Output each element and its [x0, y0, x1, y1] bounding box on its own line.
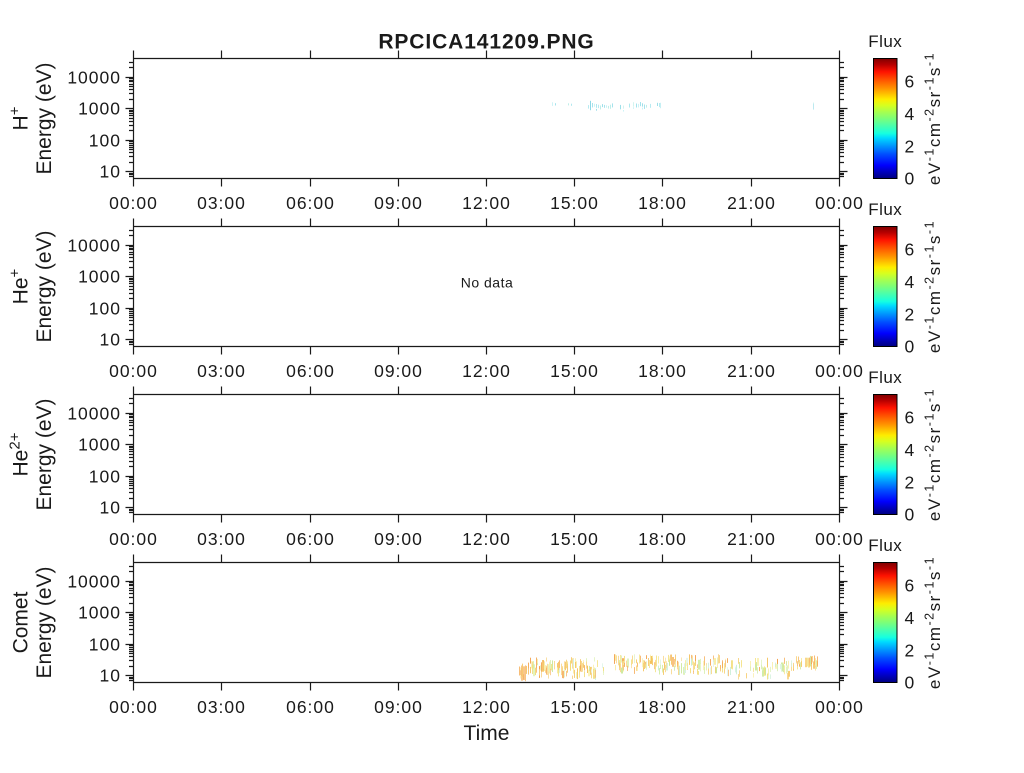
svg-text:18:00: 18:00: [638, 193, 687, 213]
svg-text:10: 10: [100, 498, 121, 518]
svg-text:09:00: 09:00: [374, 361, 423, 381]
svg-text:10: 10: [100, 162, 121, 182]
svg-text:00:00: 00:00: [109, 193, 158, 213]
svg-text:1000: 1000: [78, 267, 121, 287]
svg-text:Energy (eV): Energy (eV): [33, 566, 56, 678]
svg-text:6: 6: [905, 576, 915, 596]
svg-text:0: 0: [905, 169, 915, 189]
svg-text:12:00: 12:00: [462, 697, 511, 717]
svg-text:Flux: Flux: [868, 200, 902, 219]
svg-text:6: 6: [905, 72, 915, 92]
svg-text:12:00: 12:00: [462, 193, 511, 213]
svg-text:09:00: 09:00: [374, 697, 423, 717]
svg-text:21:00: 21:00: [727, 361, 776, 381]
svg-text:He2+: He2+: [7, 432, 33, 476]
svg-text:10000: 10000: [67, 572, 121, 592]
svg-text:1000: 1000: [78, 603, 121, 623]
svg-text:09:00: 09:00: [374, 193, 423, 213]
svg-text:00:00: 00:00: [109, 697, 158, 717]
svg-text:06:00: 06:00: [286, 529, 335, 549]
svg-text:18:00: 18:00: [638, 361, 687, 381]
svg-text:1000: 1000: [78, 99, 121, 119]
svg-text:6: 6: [905, 240, 915, 260]
svg-text:4: 4: [905, 272, 915, 292]
svg-text:Time: Time: [464, 722, 510, 745]
svg-text:03:00: 03:00: [197, 193, 246, 213]
svg-text:4: 4: [905, 104, 915, 124]
svg-text:18:00: 18:00: [638, 697, 687, 717]
svg-text:0: 0: [905, 505, 915, 525]
svg-text:0: 0: [905, 673, 915, 693]
svg-text:15:00: 15:00: [550, 193, 599, 213]
svg-text:100: 100: [89, 131, 121, 151]
svg-text:10: 10: [100, 330, 121, 350]
svg-text:03:00: 03:00: [197, 529, 246, 549]
svg-text:15:00: 15:00: [550, 361, 599, 381]
svg-text:1000: 1000: [78, 435, 121, 455]
svg-text:12:00: 12:00: [462, 529, 511, 549]
svg-text:Energy (eV): Energy (eV): [33, 398, 56, 510]
svg-text:03:00: 03:00: [197, 697, 246, 717]
svg-text:21:00: 21:00: [727, 697, 776, 717]
svg-text:09:00: 09:00: [374, 529, 423, 549]
svg-text:RPCICA141209.PNG: RPCICA141209.PNG: [378, 31, 594, 54]
svg-text:Energy (eV): Energy (eV): [33, 230, 56, 342]
svg-text:10000: 10000: [67, 68, 121, 88]
svg-text:100: 100: [89, 299, 121, 319]
svg-text:2: 2: [905, 304, 915, 324]
svg-text:10000: 10000: [67, 236, 121, 256]
svg-text:00:00: 00:00: [815, 529, 864, 549]
svg-text:Flux: Flux: [868, 32, 902, 51]
svg-text:Energy (eV): Energy (eV): [33, 62, 56, 174]
svg-text:21:00: 21:00: [727, 529, 776, 549]
svg-text:18:00: 18:00: [638, 529, 687, 549]
svg-text:4: 4: [905, 608, 915, 628]
svg-text:06:00: 06:00: [286, 193, 335, 213]
svg-text:10: 10: [100, 666, 121, 686]
svg-text:Flux: Flux: [868, 368, 902, 387]
svg-text:4: 4: [905, 440, 915, 460]
svg-text:06:00: 06:00: [286, 697, 335, 717]
svg-text:6: 6: [905, 408, 915, 428]
svg-text:Flux: Flux: [868, 536, 902, 555]
svg-text:03:00: 03:00: [197, 361, 246, 381]
svg-text:06:00: 06:00: [286, 361, 335, 381]
svg-text:00:00: 00:00: [815, 361, 864, 381]
svg-text:00:00: 00:00: [109, 361, 158, 381]
svg-text:15:00: 15:00: [550, 697, 599, 717]
svg-text:100: 100: [89, 467, 121, 487]
svg-text:21:00: 21:00: [727, 193, 776, 213]
svg-text:00:00: 00:00: [815, 697, 864, 717]
svg-text:2: 2: [905, 640, 915, 660]
svg-text:100: 100: [89, 635, 121, 655]
svg-text:No data: No data: [461, 275, 514, 291]
svg-text:Comet: Comet: [10, 591, 33, 653]
svg-text:15:00: 15:00: [550, 529, 599, 549]
svg-text:00:00: 00:00: [815, 193, 864, 213]
svg-text:12:00: 12:00: [462, 361, 511, 381]
svg-text:2: 2: [905, 136, 915, 156]
svg-text:2: 2: [905, 472, 915, 492]
svg-text:00:00: 00:00: [109, 529, 158, 549]
svg-text:10000: 10000: [67, 404, 121, 424]
svg-text:0: 0: [905, 337, 915, 357]
